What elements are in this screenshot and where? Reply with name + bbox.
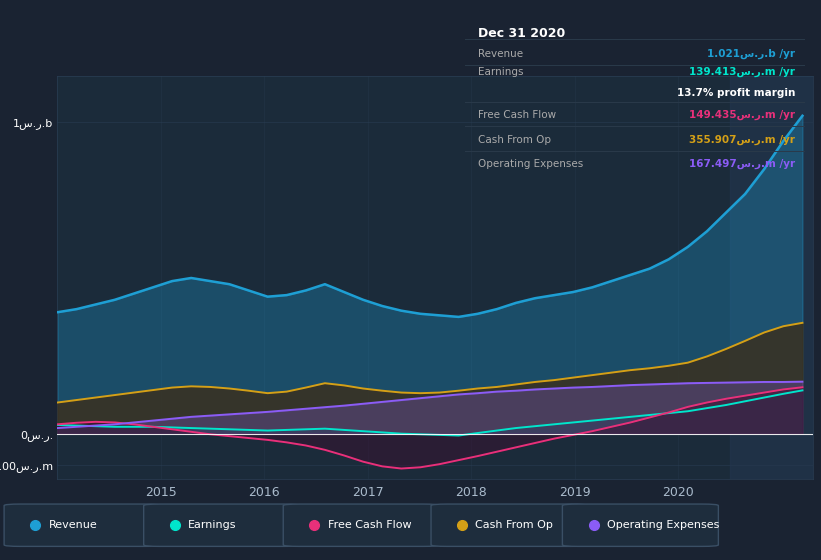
Text: 355.907س.ر.m /yr: 355.907س.ر.m /yr bbox=[690, 134, 796, 144]
Text: 149.435س.ر.m /yr: 149.435س.ر.m /yr bbox=[689, 110, 796, 120]
Text: Operating Expenses: Operating Expenses bbox=[479, 160, 584, 169]
Text: 167.497س.ر.m /yr: 167.497س.ر.m /yr bbox=[689, 159, 796, 170]
FancyBboxPatch shape bbox=[562, 504, 718, 547]
Text: Cash From Op: Cash From Op bbox=[475, 520, 553, 530]
Text: Earnings: Earnings bbox=[188, 520, 236, 530]
Bar bbox=[730, 76, 813, 479]
Text: Revenue: Revenue bbox=[48, 520, 97, 530]
Text: Revenue: Revenue bbox=[479, 49, 524, 59]
Text: 139.413س.ر.m /yr: 139.413س.ر.m /yr bbox=[690, 67, 796, 77]
FancyBboxPatch shape bbox=[144, 504, 300, 547]
FancyBboxPatch shape bbox=[431, 504, 587, 547]
Text: Dec 31 2020: Dec 31 2020 bbox=[479, 27, 566, 40]
Text: Operating Expenses: Operating Expenses bbox=[607, 520, 719, 530]
Text: 13.7% profit margin: 13.7% profit margin bbox=[677, 88, 796, 99]
FancyBboxPatch shape bbox=[283, 504, 439, 547]
Text: Cash From Op: Cash From Op bbox=[479, 134, 552, 144]
Text: Earnings: Earnings bbox=[479, 67, 524, 77]
Text: 1.021س.ر.b /yr: 1.021س.ر.b /yr bbox=[707, 49, 796, 59]
Text: Free Cash Flow: Free Cash Flow bbox=[479, 110, 557, 120]
Text: Free Cash Flow: Free Cash Flow bbox=[328, 520, 411, 530]
FancyBboxPatch shape bbox=[4, 504, 160, 547]
